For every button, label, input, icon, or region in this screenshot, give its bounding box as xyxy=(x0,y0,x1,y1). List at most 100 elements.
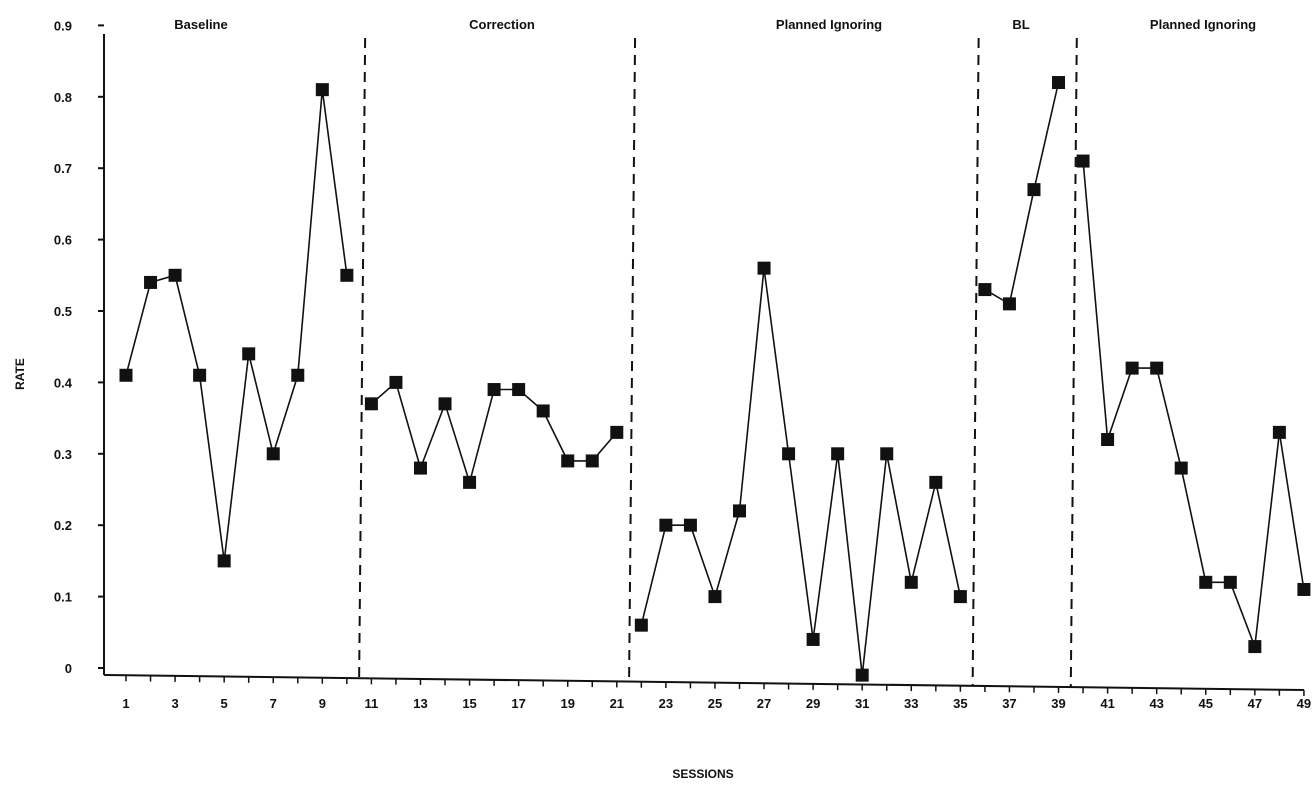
data-point xyxy=(168,268,182,282)
y-tick-label: 0.5 xyxy=(54,304,72,319)
phase-label: Baseline xyxy=(174,17,227,32)
x-tick-label: 17 xyxy=(511,696,525,711)
data-point xyxy=(315,83,329,97)
data-point xyxy=(831,447,845,461)
data-point xyxy=(1297,582,1311,596)
x-tick-label: 19 xyxy=(560,696,574,711)
y-tick-label: 0.1 xyxy=(54,590,72,605)
phase-label: Planned Ignoring xyxy=(776,17,882,32)
y-tick-label: 0.3 xyxy=(54,447,72,462)
y-axis-title: RATE xyxy=(13,358,27,390)
data-point xyxy=(1027,183,1041,197)
x-tick-label: 47 xyxy=(1248,696,1262,711)
y-tick-label: 0.8 xyxy=(54,90,72,105)
x-tick-label: 23 xyxy=(659,696,673,711)
data-point xyxy=(659,518,673,532)
data-point xyxy=(389,375,403,389)
data-point xyxy=(217,554,231,568)
phase-labels: Baseline Correction Planned Ignoring BL Plan… xyxy=(174,17,1256,32)
data-point xyxy=(463,475,477,489)
x-tick-label: 1 xyxy=(122,696,129,711)
x-tick-label: 15 xyxy=(462,696,476,711)
data-point xyxy=(144,275,158,289)
phase-divider xyxy=(971,37,980,686)
data-point xyxy=(413,461,427,475)
axes: 00.10.20.30.40.50.60.70.80.91 3 5 7 9 11 13 15 1… xyxy=(54,18,1311,711)
data-point xyxy=(1002,297,1016,311)
data-point xyxy=(1174,461,1188,475)
data-point xyxy=(708,590,722,604)
x-tick-label: 13 xyxy=(413,696,427,711)
phase-dividers xyxy=(358,37,1078,688)
data-point xyxy=(364,397,378,411)
x-tick-label: 5 xyxy=(221,696,228,711)
data-point xyxy=(1272,425,1286,439)
data-point xyxy=(512,383,526,397)
data-point xyxy=(487,383,501,397)
phase-divider xyxy=(628,37,637,682)
data-point xyxy=(1052,76,1066,90)
y-tick-label: 0.6 xyxy=(54,233,72,248)
data-point xyxy=(266,447,280,461)
data-point xyxy=(340,268,354,282)
data-point xyxy=(561,454,575,468)
x-tick-label: 21 xyxy=(610,696,624,711)
series-line xyxy=(640,268,962,676)
x-tick-label: 11 xyxy=(365,696,379,711)
series-line xyxy=(984,82,1060,306)
x-tick-label: 27 xyxy=(757,696,771,711)
data-point xyxy=(536,404,550,418)
x-axis-title: SESSIONS xyxy=(672,767,733,781)
data-point xyxy=(1223,575,1237,589)
x-tick-label: 39 xyxy=(1051,696,1065,711)
x-tick-label: 41 xyxy=(1100,696,1114,711)
data-point xyxy=(242,347,256,361)
data-points xyxy=(119,76,1311,682)
data-point xyxy=(438,397,452,411)
phase-label: Planned Ignoring xyxy=(1150,17,1256,32)
data-point xyxy=(929,475,943,489)
data-point xyxy=(782,447,796,461)
data-point xyxy=(1199,575,1213,589)
data-point xyxy=(733,504,746,518)
x-tick-label: 33 xyxy=(904,696,918,711)
x-tick-label: 37 xyxy=(1002,696,1016,711)
phase-label: BL xyxy=(1012,17,1029,32)
data-point xyxy=(585,454,599,468)
x-tick-label: 49 xyxy=(1297,696,1311,711)
data-point xyxy=(1125,361,1139,375)
x-tick-label: 31 xyxy=(855,696,869,711)
data-point xyxy=(683,518,697,532)
series-lines xyxy=(125,82,1305,676)
data-point xyxy=(1076,154,1090,168)
y-tick-label: 0.9 xyxy=(54,18,72,33)
data-point xyxy=(806,632,820,646)
data-point xyxy=(904,575,918,589)
data-point xyxy=(757,261,771,275)
x-tick-label: 9 xyxy=(319,696,326,711)
x-tick-label: 29 xyxy=(806,696,820,711)
data-point xyxy=(291,368,305,382)
x-tick-label: 45 xyxy=(1199,696,1213,711)
y-tick-label: 0.7 xyxy=(54,161,72,176)
data-point xyxy=(855,668,869,682)
x-tick-label: 43 xyxy=(1149,696,1163,711)
series-line xyxy=(125,89,348,562)
y-tick-label: 0.4 xyxy=(54,375,73,390)
data-point xyxy=(1101,433,1115,447)
data-point xyxy=(953,590,967,604)
data-point xyxy=(1248,640,1262,654)
y-tick-label: 0.2 xyxy=(54,518,72,533)
phase-label: Correction xyxy=(469,17,535,32)
x-tick-label: 3 xyxy=(171,696,178,711)
data-point xyxy=(634,618,648,632)
y-tick-label: 0 xyxy=(65,661,72,676)
x-tick-label: 35 xyxy=(953,696,967,711)
series-line xyxy=(1082,161,1305,647)
phase-divider xyxy=(1069,37,1078,688)
phase-divider xyxy=(358,37,367,679)
data-point xyxy=(880,447,894,461)
data-point xyxy=(978,283,992,297)
x-axis-line xyxy=(103,674,1305,691)
